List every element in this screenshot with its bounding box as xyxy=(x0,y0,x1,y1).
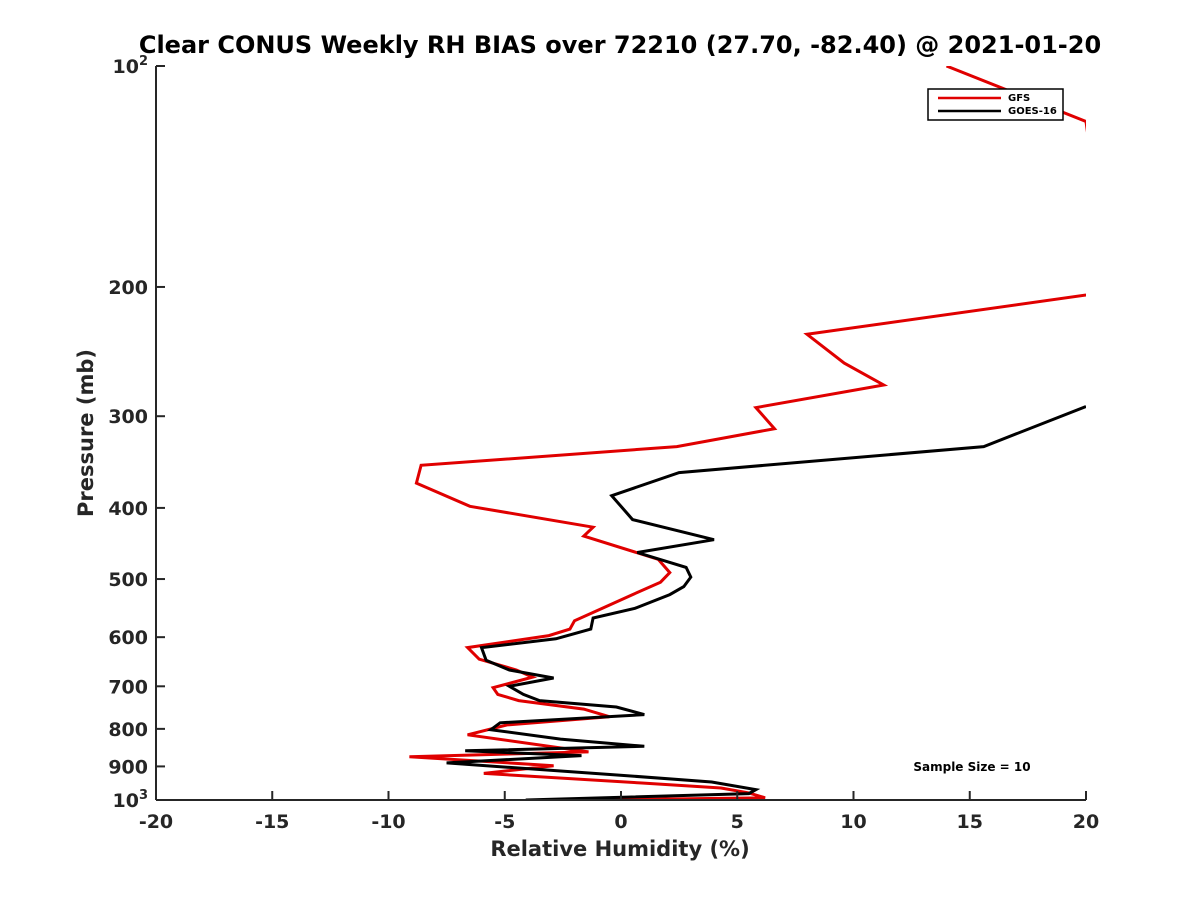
x-tick-label: 10 xyxy=(840,811,866,833)
series-layer xyxy=(409,66,1086,800)
y-tick-label: 300 xyxy=(108,406,148,428)
legend: GFS GOES-16 xyxy=(927,88,1064,121)
x-tick-label: 0 xyxy=(614,811,627,833)
y-tick-label: 900 xyxy=(108,756,148,778)
chart-title: Clear CONUS Weekly RH BIAS over 72210 (2… xyxy=(139,31,1101,59)
sample-size-note: Sample Size = 10 xyxy=(913,760,1030,774)
y-tick-base: 10 xyxy=(113,56,139,78)
x-axis-label: Relative Humidity (%) xyxy=(490,837,749,861)
legend-label-gfs: GFS xyxy=(1008,93,1030,104)
x-tick-label: -5 xyxy=(494,811,515,833)
series-line-gfs xyxy=(409,66,1086,800)
y-tick-exponent: 3 xyxy=(139,788,148,803)
y-tick-base: 10 xyxy=(113,790,139,812)
x-tick-label: 5 xyxy=(731,811,744,833)
y-tick-label: 200 xyxy=(108,277,148,299)
y-tick-label: 600 xyxy=(108,627,148,649)
x-tick-label: 20 xyxy=(1073,811,1099,833)
x-tick-label: -10 xyxy=(371,811,405,833)
x-tick-label: 15 xyxy=(957,811,983,833)
y-tick-label: 700 xyxy=(108,676,148,698)
x-tick-label: -15 xyxy=(255,811,289,833)
axes-layer: -20 -15 -10 -5 0 5 10 15 20102200300400500600700… xyxy=(108,54,1099,833)
legend-label-goes16: GOES-16 xyxy=(1008,106,1057,117)
y-tick-exponent: 2 xyxy=(139,54,148,69)
y-tick-label: 102 xyxy=(113,54,149,78)
y-axis-label: Pressure (mb) xyxy=(74,349,98,517)
y-tick-label: 800 xyxy=(108,719,148,741)
y-tick-label: 103 xyxy=(113,788,149,812)
y-tick-label: 400 xyxy=(108,498,148,520)
series-line-goes-16 xyxy=(446,405,1086,800)
y-tick-label: 500 xyxy=(108,569,148,591)
legend-box xyxy=(927,88,1064,121)
x-tick-label: -20 xyxy=(139,811,173,833)
